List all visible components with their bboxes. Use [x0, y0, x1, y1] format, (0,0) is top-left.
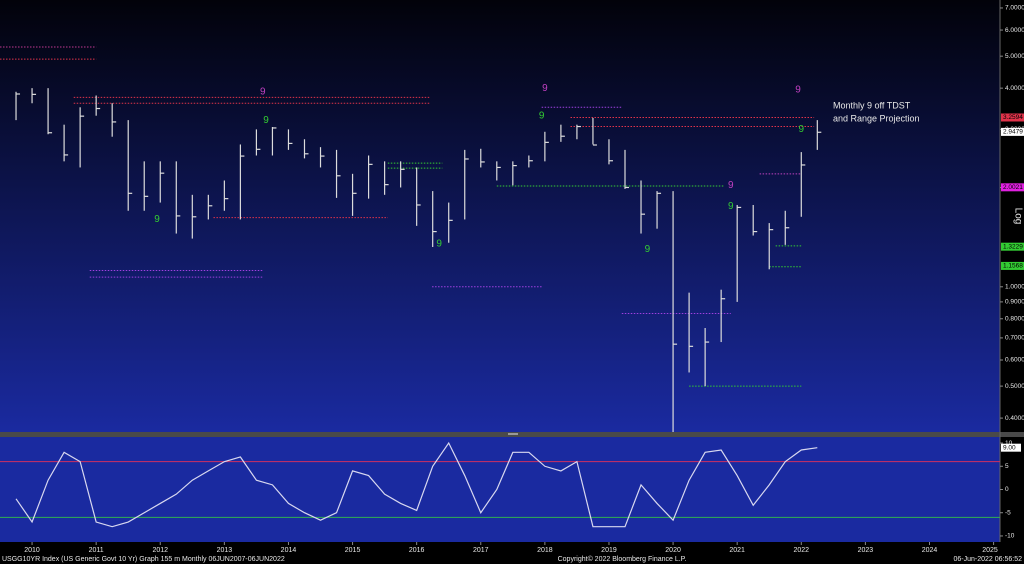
td-count: 9: [728, 180, 734, 191]
y-tick-label: 0.6000: [1005, 357, 1024, 364]
y-tick-label: 10: [1005, 440, 1013, 447]
price-tag-label: 2.0021: [1003, 184, 1023, 191]
footer-left: USGG10YR Index (US Generic Govt 10 Yr) G…: [2, 556, 285, 563]
x-tick-label: 2025: [982, 547, 998, 554]
price-tag: [1001, 242, 1024, 251]
x-tick-label: 2011: [89, 547, 104, 554]
td-count: 9: [436, 238, 442, 249]
last-value-label: 9.00: [1003, 444, 1016, 451]
price-tag-label: 3.2594: [1003, 114, 1023, 121]
x-tick-label: 2010: [24, 547, 40, 554]
td-count: 9: [263, 115, 269, 126]
footer-right: 06-Jun-2022 06:56:52: [954, 556, 1023, 563]
price-tag: [1001, 113, 1024, 122]
y-tick-label: 6.0000: [1005, 27, 1024, 34]
annotation: Monthly 9 off TDST: [833, 100, 911, 110]
price-tag: [1001, 183, 1024, 192]
x-tick-label: 2014: [281, 547, 297, 554]
td-count: 9: [728, 201, 734, 212]
td-count: 9: [539, 110, 545, 121]
price-tag: [1001, 261, 1024, 270]
price-tag-label: 1.3229: [1003, 243, 1023, 250]
oscillator-line: [15, 441, 818, 528]
td-count: 9: [795, 85, 801, 96]
td-count: 9: [260, 86, 266, 97]
price-tag-label: 2.9479: [1003, 129, 1023, 136]
x-tick-label: 2015: [345, 547, 361, 554]
y-tick-label: 7.0000: [1005, 5, 1024, 12]
x-tick-label: 2017: [473, 547, 489, 554]
divider-handle: [508, 433, 518, 435]
x-tick-label: 2019: [601, 547, 617, 554]
td-count: 9: [154, 214, 160, 225]
price-tag-label: 1.1568: [1003, 263, 1023, 270]
y-tick-label: 5.0000: [1005, 53, 1024, 60]
y-tick-label: 4.0000: [1005, 85, 1024, 92]
y-tick-label: -10: [1005, 533, 1015, 540]
y-tick-label: -5: [1005, 509, 1011, 516]
y-tick-label: 0.8000: [1005, 315, 1024, 322]
y-tick-label: 1.0000: [1005, 284, 1024, 291]
x-tick-label: 2022: [793, 547, 809, 554]
x-tick-label: 2020: [665, 547, 681, 554]
annotation: and Range Projection: [833, 113, 920, 123]
y-tick-label: 0.4000: [1005, 415, 1024, 422]
y-tick-label: 0: [1005, 486, 1009, 493]
x-tick-label: 2012: [152, 547, 168, 554]
y-tick-label: 5: [1005, 463, 1009, 470]
y-tick-label: 0.9000: [1005, 299, 1024, 306]
y-tick-label: 0.5000: [1005, 383, 1024, 390]
main-panel: [0, 0, 1000, 432]
y-axis-label: Log: [1012, 208, 1023, 225]
x-tick-label: 2023: [858, 547, 874, 554]
lower-panel: [0, 437, 1000, 542]
x-tick-label: 2016: [409, 547, 425, 554]
td-count: 9: [799, 124, 805, 135]
x-tick-label: 2018: [537, 547, 553, 554]
x-tick-label: 2021: [729, 547, 745, 554]
plot-area: 9 9 9 9 9 9 9 9 9 9 9: [0, 46, 822, 432]
x-tick-label: 2024: [922, 547, 938, 554]
footer-center: Copyright© 2022 Bloomberg Finance L.P.: [558, 555, 687, 563]
x-tick-label: 2013: [217, 547, 233, 554]
td-count: 9: [645, 244, 651, 255]
y-tick-label: 0.7000: [1005, 335, 1024, 342]
last-value-tag: [1001, 443, 1021, 452]
price-tag: [1001, 127, 1024, 136]
td-count: 9: [542, 83, 548, 94]
